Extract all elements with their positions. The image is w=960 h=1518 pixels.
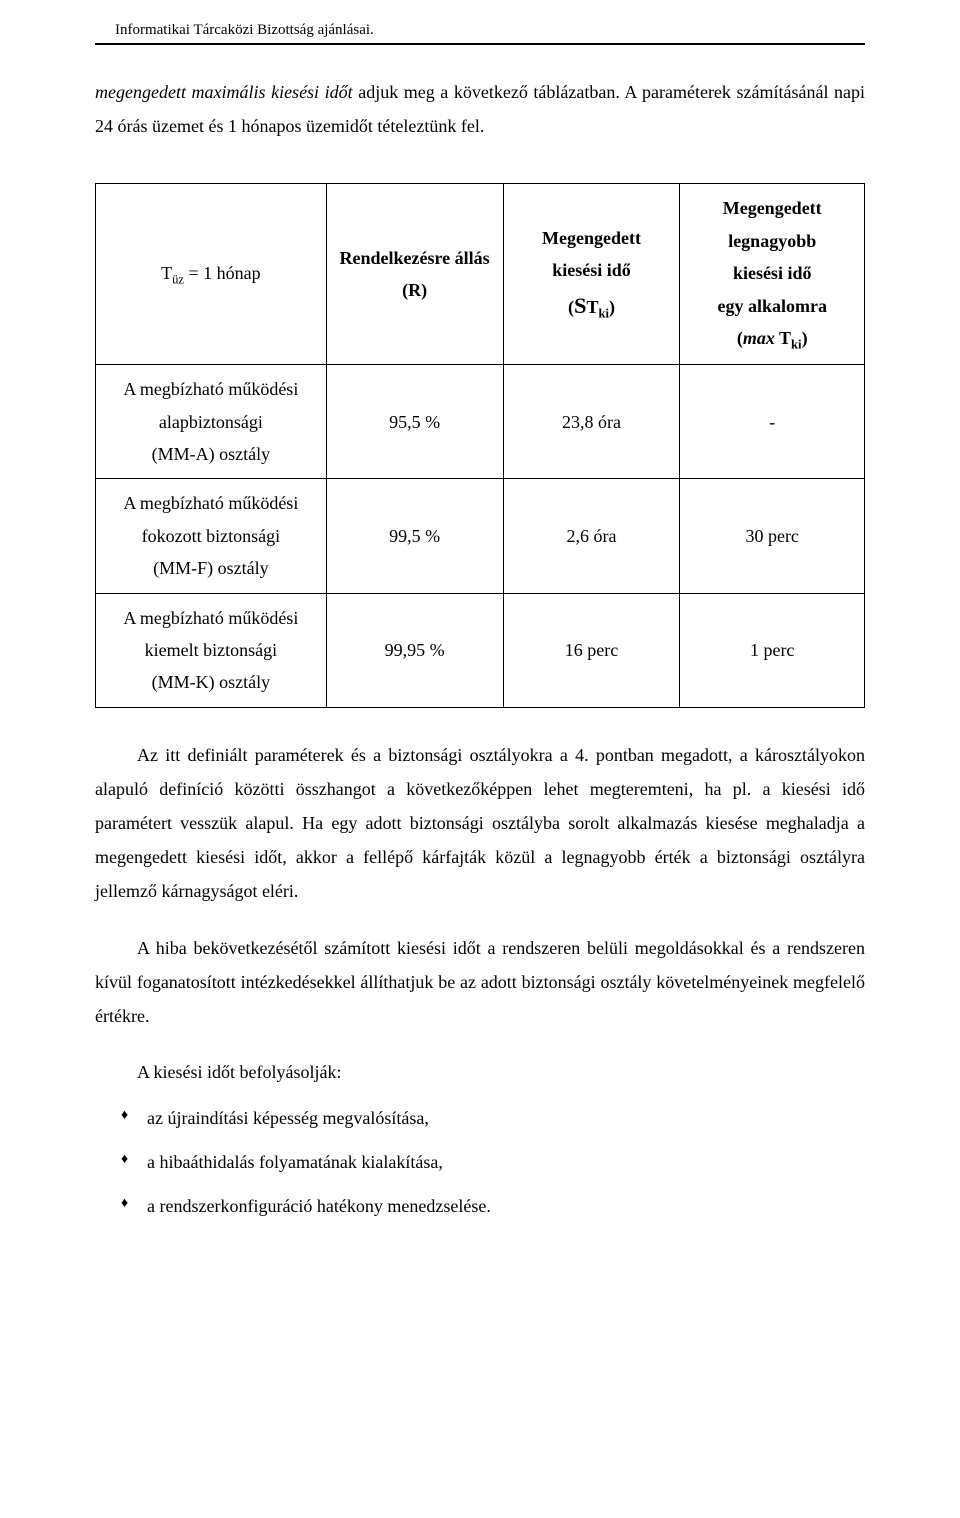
st-line1: Megengedett — [542, 228, 641, 248]
cell-r: 99,95 % — [326, 593, 503, 707]
cell-st: 16 perc — [503, 593, 680, 707]
cell-max: - — [680, 365, 865, 479]
cell-st: 23,8 óra — [503, 365, 680, 479]
body-para-1: Az itt definiált paraméterek és a bizton… — [95, 738, 865, 909]
row-label: A megbízható működési alapbiztonsági (MM… — [96, 365, 327, 479]
r-line2: (R) — [402, 280, 427, 300]
cell-st: 2,6 óra — [503, 479, 680, 593]
list-item: az újraindítási képesség megvalósítása, — [129, 1099, 865, 1139]
t-sub: üz — [172, 273, 184, 287]
st-symbol: (STki) — [568, 297, 615, 317]
page-header: Informatikai Tárcaközi Bizottság ajánlás… — [95, 20, 865, 44]
header-cell-r: Rendelkezésre állás (R) — [326, 184, 503, 365]
cell-max: 30 perc — [680, 479, 865, 593]
parameters-table: Tüz = 1 hónap Rendelkezésre állás (R) Me… — [95, 183, 865, 707]
intro-paragraph: megengedett maximális kiesési időt adjuk… — [95, 75, 865, 143]
row-label: A megbízható működési fokozott biztonság… — [96, 479, 327, 593]
max-line2: legnagyobb — [728, 231, 816, 251]
table-row: A megbízható működési kiemelt biztonsági… — [96, 593, 865, 707]
t-rest: = 1 hónap — [184, 263, 261, 283]
row-label: A megbízható működési kiemelt biztonsági… — [96, 593, 327, 707]
r-line1: Rendelkezésre állás — [340, 248, 490, 268]
list-item: a hibaáthidalás folyamatának kialakítása… — [129, 1143, 865, 1183]
max-symbol: (max Tki) — [737, 328, 808, 348]
header-cell-tuz: Tüz = 1 hónap — [96, 184, 327, 365]
max-line3: kiesési idő — [733, 263, 812, 283]
body-para-2: A hiba bekövetkezésétől számított kiesés… — [95, 931, 865, 1034]
intro-italic: megengedett maximális kiesési időt — [95, 82, 353, 102]
t-symbol: T — [161, 263, 172, 283]
max-line1: Megengedett — [723, 198, 822, 218]
table-row: A megbízható működési fokozott biztonság… — [96, 479, 865, 593]
cell-r: 99,5 % — [326, 479, 503, 593]
st-line2: kiesési idő — [552, 260, 631, 280]
list-item: a rendszerkonfiguráció hatékony menedzse… — [129, 1187, 865, 1227]
cell-r: 95,5 % — [326, 365, 503, 479]
header-cell-max: Megengedett legnagyobb kiesési idő egy a… — [680, 184, 865, 365]
cell-max: 1 perc — [680, 593, 865, 707]
table-row: A megbízható működési alapbiztonsági (MM… — [96, 365, 865, 479]
header-cell-st: Megengedett kiesési idő (STki) — [503, 184, 680, 365]
body-para-3: A kiesési időt befolyásolják: — [95, 1055, 865, 1089]
max-line4: egy alkalomra — [717, 296, 827, 316]
table-header-row: Tüz = 1 hónap Rendelkezésre állás (R) Me… — [96, 184, 865, 365]
header-rule — [95, 44, 865, 45]
bullet-list: az újraindítási képesség megvalósítása, … — [95, 1099, 865, 1226]
